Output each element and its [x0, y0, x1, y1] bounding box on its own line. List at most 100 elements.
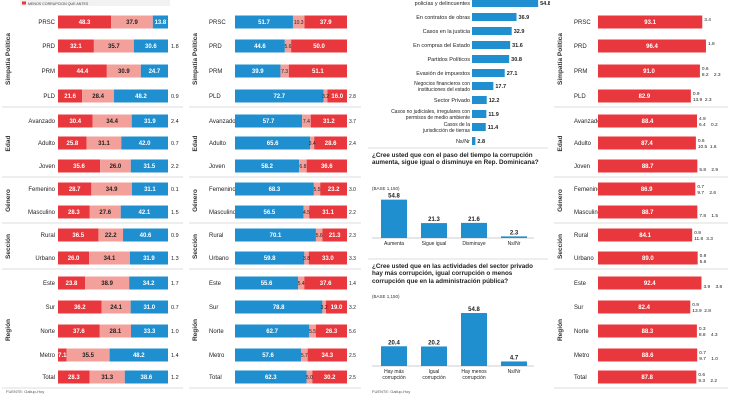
- cl-value-pink: 4.5: [303, 210, 310, 216]
- left-value-red: 32.1: [70, 44, 82, 50]
- cl-value-red: 34.3: [321, 353, 333, 359]
- cl-bar-pink: [298, 276, 305, 290]
- cr-cause-label: Ns/Nr: [456, 139, 470, 145]
- cl-value-end: 1.4: [349, 281, 356, 287]
- cl-bar-red: [325, 300, 347, 314]
- right-group-label-seccion: Sección: [557, 234, 564, 259]
- cr-cause-bar: [472, 27, 512, 35]
- cl-row-label: Sur: [209, 305, 218, 311]
- cl-bar-pink: [301, 348, 308, 362]
- left-row-label: PRD: [42, 44, 55, 50]
- right-bar-red: [598, 276, 702, 290]
- left-row-label: Masculino: [28, 210, 56, 216]
- right-value-top: 0.9: [692, 302, 699, 308]
- right-value-end: 0.2: [711, 122, 718, 128]
- cr-cause-label: En compras del Estado: [413, 43, 470, 49]
- left-value-blue: 34.2: [143, 281, 155, 287]
- right-value-bottom: 7.8: [699, 213, 706, 219]
- cr-cause-value: 30.8: [511, 57, 522, 63]
- right-bar-red: [598, 228, 693, 242]
- question2-title: ¿Cree usted que en las actividades del s…: [372, 263, 533, 285]
- cl-bar-pink: [299, 159, 307, 173]
- right-bar-red: [598, 348, 698, 362]
- right-value-bottom: 9.7: [697, 190, 704, 196]
- q1-bar: [501, 236, 527, 238]
- right-value-top: 0.9: [693, 91, 700, 97]
- cl-value-red: 23.2: [328, 187, 340, 193]
- cl-bar-red: [314, 136, 347, 150]
- cl-value-blue: 57.6: [262, 353, 274, 359]
- right-bar-red: [598, 114, 698, 128]
- cl-row-label: PRD: [209, 44, 222, 50]
- cr-cause-label: Casos en la justicia: [423, 29, 471, 35]
- right-value-end: 3.8: [715, 284, 722, 290]
- cl-row-label: Este: [209, 281, 222, 287]
- right-row-label: PRD: [574, 44, 587, 50]
- left-legend-strip: [20, 0, 170, 6]
- right-row-label: Masculino: [574, 210, 602, 216]
- left-value-pink: 26.0: [110, 164, 122, 170]
- left-value-pink: 24.1: [110, 305, 122, 311]
- cl-value-red: 51.1: [312, 69, 324, 75]
- left-group-label-edad: Edad: [5, 136, 12, 152]
- left-value-blue: 33.3: [144, 329, 156, 335]
- left-bar-red: [58, 370, 90, 384]
- right-row-label: Sur: [574, 305, 583, 311]
- right-panel: Simpatía Política Edad Género Sección Región…: [552, 0, 730, 400]
- left-value-red: 36.5: [72, 233, 84, 239]
- left-bar-red: [58, 182, 92, 196]
- right-value-red: 88.7: [642, 210, 654, 216]
- q2-category-cont: corrupción: [462, 375, 486, 381]
- left-value-blue: 31.9: [143, 256, 155, 262]
- left-bar-pink: [99, 324, 131, 338]
- q2-value: 20.4: [388, 340, 400, 346]
- left-group-label-genero: Género: [5, 189, 12, 212]
- left-bar-pink: [89, 251, 130, 265]
- cl-bar-blue: [235, 182, 314, 196]
- left-row-label: Sur: [46, 305, 55, 311]
- right-bar-red: [598, 182, 696, 196]
- right-bar-red: [598, 205, 698, 219]
- cl-value-blue: 57.7: [263, 119, 275, 125]
- right-value-end: 4.3: [711, 332, 718, 338]
- cl-value-pink: 5.7: [301, 353, 308, 359]
- right-value-bottom: 5.8: [699, 167, 706, 173]
- cr-cause-label: Casos no judiciales, irregulares con: [391, 109, 470, 115]
- left-bar-red: [58, 15, 112, 29]
- left-value-blue: 13.8: [155, 20, 167, 26]
- cl-row-label: Femenino: [209, 187, 236, 193]
- right-row-label: PRSC: [574, 20, 591, 26]
- left-value-end: 1.2: [171, 375, 179, 381]
- cl-value-pink: 3.8: [303, 256, 310, 262]
- right-value-bottom: 8.2: [702, 72, 709, 78]
- right-value-end: 2.8: [704, 308, 711, 314]
- cl-value-end: 2.8: [349, 94, 356, 100]
- cl-bar-pink: [323, 89, 328, 103]
- right-value-top: 4.9: [699, 116, 706, 122]
- right-value-top: 0.6: [702, 66, 709, 72]
- left-bar-pink: [111, 15, 153, 29]
- left-value-red: 25.8: [67, 141, 79, 147]
- left-value-red: 26.0: [68, 256, 80, 262]
- right-row-label: Urbano: [574, 256, 594, 262]
- left-bar-blue: [140, 64, 168, 78]
- left-value-end: 1.5: [171, 210, 179, 216]
- left-bar-blue: [124, 370, 168, 384]
- left-group-label-region: Región: [5, 319, 12, 341]
- cl-bar-red: [304, 15, 347, 29]
- cl-value-red: 37.6: [320, 281, 332, 287]
- q1-category: Aumenta: [384, 241, 404, 247]
- left-value-pink: 34.1: [104, 256, 116, 262]
- cr-cause-value: 32.9: [514, 29, 525, 35]
- cl-bar-red: [306, 159, 347, 173]
- q2-value: 20.2: [428, 340, 440, 346]
- cl-value-pink: 5.0: [306, 375, 313, 381]
- source-note-left: FUENTE: Gallup-Hoy: [6, 389, 45, 394]
- right-group-label-simpatia: Simpatía Política: [557, 33, 564, 85]
- right-value-top: 0.9: [694, 230, 701, 236]
- q2-category-cont: corrupción: [382, 375, 406, 381]
- right-value-red: 96.4: [646, 44, 658, 50]
- cl-value-blue: 44.6: [254, 44, 266, 50]
- left-bar-pink: [100, 159, 131, 173]
- right-value-bottom: 10.5: [698, 144, 708, 150]
